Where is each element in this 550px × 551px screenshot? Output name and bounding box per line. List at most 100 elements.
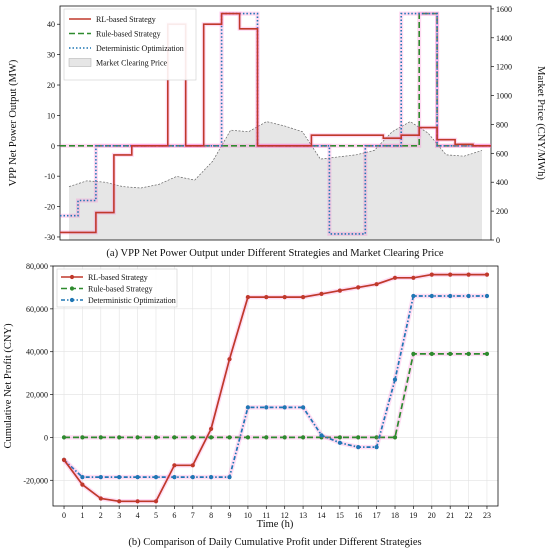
rl-based-strategy-point <box>80 482 85 487</box>
rule-based-strategy-point <box>61 435 67 440</box>
panel-b-frame <box>52 265 499 507</box>
deterministic-optimization-point <box>98 475 103 480</box>
x-tick-label: 10 <box>244 511 252 520</box>
deterministic-optimization-point <box>356 445 361 450</box>
legend-label-deterministic-optimization: Deterministic Optimization <box>96 44 184 53</box>
deterministic-optimization-point <box>301 405 306 410</box>
rl-based-strategy-point <box>61 457 67 462</box>
rl-based-strategy-point <box>117 499 122 504</box>
rule-based-strategy-point <box>209 435 214 440</box>
y-tick-label: 30 <box>47 51 55 60</box>
legend-label-rl-based-strategy: RL-based Strategy <box>96 15 156 24</box>
rl-based-strategy-point <box>209 426 214 431</box>
y-tick-label: 20 <box>47 81 55 90</box>
rule-based-strategy-point <box>98 435 103 440</box>
panel-a-caption: (a) VPP Net Power Output under Different… <box>106 248 444 259</box>
rule-based-strategy-point <box>172 435 177 440</box>
legend-marker-rule-based-strategy <box>69 286 75 291</box>
rl-based-strategy-point <box>264 295 269 300</box>
rule-based-strategy-point <box>429 351 434 356</box>
y-right-tick-label: 600 <box>496 149 508 158</box>
panel-a-left-y-ticks: -30 -20 -10 0 10 20 30 40 <box>44 20 60 242</box>
deterministic-optimization-point <box>135 475 140 480</box>
deterministic-optimization-point <box>319 433 324 438</box>
y-tick-label: 0 <box>44 433 48 442</box>
panel-b-legend: RL-based Strategy Rule-based Strategy Dete… <box>56 268 178 308</box>
legend-marker-rl-based-strategy <box>69 274 75 280</box>
x-tick-label: 3 <box>117 511 121 520</box>
deterministic-optimization-point <box>374 445 379 450</box>
rule-based-strategy-point <box>301 435 306 440</box>
rl-based-strategy-point <box>466 272 471 277</box>
panel-b-y-ticks: -20,000 0 20,000 40,000 60,000 80,000 <box>23 262 53 485</box>
x-tick-label: 16 <box>354 511 362 520</box>
x-tick-label: 17 <box>373 511 381 520</box>
rule-based-strategy-point <box>264 435 269 440</box>
y-right-tick-label: 1400 <box>496 34 512 43</box>
rule-based-strategy-point <box>448 351 453 356</box>
panel-b-series-lines <box>61 272 490 504</box>
market-price-area <box>68 121 483 240</box>
panel-b-y-axis-label: Cumulative Net Profit (CNY) <box>3 323 14 449</box>
x-tick-label: 6 <box>172 511 176 520</box>
y-tick-label: 10 <box>47 111 55 120</box>
y-right-tick-label: 200 <box>496 207 508 216</box>
rl-based-strategy-point <box>448 272 453 277</box>
rl-based-strategy-point <box>153 499 159 504</box>
rl-based-strategy-point <box>356 285 361 290</box>
y-right-tick-label: 800 <box>496 120 508 129</box>
legend-swatch-market-clearing-price <box>68 58 92 67</box>
y-right-tick-label: 400 <box>496 178 508 187</box>
deterministic-optimization-point <box>337 440 342 445</box>
x-tick-label: 23 <box>483 511 491 520</box>
deterministic-optimization-glow <box>62 293 487 480</box>
deterministic-optimization-point <box>392 377 398 382</box>
rule-based-strategy-point <box>466 351 471 356</box>
legend-label-rule-based-strategy: Rule-based Strategy <box>88 285 153 294</box>
y-right-tick-label: 1200 <box>496 63 512 72</box>
rule-based-strategy-point <box>117 435 122 440</box>
x-tick-label: 21 <box>446 511 454 520</box>
deterministic-optimization-point <box>209 475 214 480</box>
rl-based-strategy-line <box>63 273 487 503</box>
y-tick-label: -10 <box>44 172 55 181</box>
x-tick-label: 1 <box>80 511 84 520</box>
y-tick-label: 40 <box>47 20 55 29</box>
rl-based-strategy-line <box>60 12 491 234</box>
rule-based-strategy-point <box>374 435 379 440</box>
rl-based-strategy-point <box>245 295 250 300</box>
x-tick-label: 18 <box>391 511 399 520</box>
rl-based-strategy-point <box>484 272 490 277</box>
rule-based-strategy-point <box>135 435 140 440</box>
panel-a-series-lines <box>60 11 491 236</box>
y-right-tick-label: 1000 <box>496 92 512 101</box>
x-tick-label: 12 <box>281 511 289 520</box>
rule-based-strategy-point <box>190 435 195 440</box>
x-tick-label: 5 <box>154 511 158 520</box>
y-tick-label: -20,000 <box>23 476 48 485</box>
y-tick-label: 0 <box>51 142 55 151</box>
rule-based-strategy-point <box>337 435 342 440</box>
x-tick-label: 11 <box>262 511 270 520</box>
y-tick-label: -30 <box>44 233 55 242</box>
panel-a-right-y-axis-label: Market Price (CNY/MWh) <box>535 66 546 180</box>
y-tick-label: 20,000 <box>26 391 48 400</box>
panel-a-y-axis-label: VPP Net Power Output (MW) <box>8 59 19 186</box>
x-tick-label: 2 <box>99 511 103 520</box>
rule-based-strategy-point <box>356 435 361 440</box>
rl-based-strategy-point <box>227 357 232 362</box>
legend-label-rl-based-strategy: RL-based Strategy <box>88 273 148 282</box>
deterministic-optimization-point <box>190 475 195 480</box>
rule-based-strategy-point <box>227 435 232 440</box>
rl-based-strategy-point <box>190 463 195 468</box>
rule-based-strategy-glow <box>64 351 487 440</box>
x-tick-label: 14 <box>317 511 325 520</box>
deterministic-optimization-point <box>264 405 269 410</box>
rule-based-strategy-line <box>64 353 487 439</box>
rule-based-strategy-point <box>392 435 398 440</box>
deterministic-optimization-point <box>466 293 471 299</box>
legend-marker-deterministic-optimization <box>69 297 75 303</box>
deterministic-optimization-point <box>429 293 434 299</box>
x-tick-label: 9 <box>228 511 232 520</box>
rule-based-strategy-point <box>153 435 159 440</box>
